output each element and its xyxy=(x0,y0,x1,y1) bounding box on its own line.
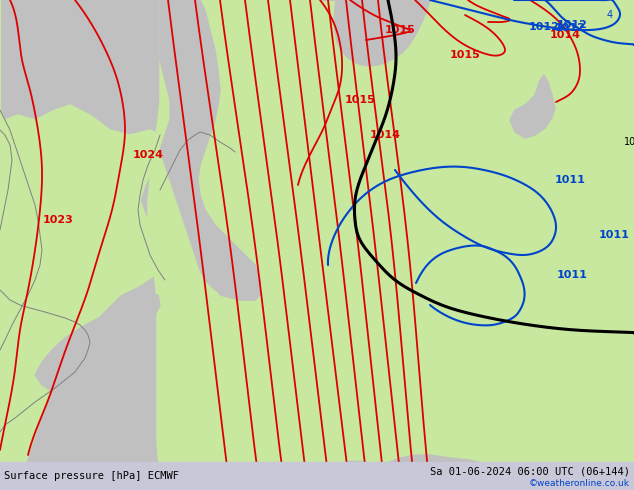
Text: 1012: 1012 xyxy=(557,20,588,30)
Polygon shape xyxy=(423,0,634,252)
Text: 1015: 1015 xyxy=(385,25,415,35)
Polygon shape xyxy=(148,0,634,490)
Polygon shape xyxy=(215,258,260,300)
Text: 1024: 1024 xyxy=(133,150,164,160)
Text: 1015: 1015 xyxy=(450,50,481,60)
Text: Sa 01-06-2024 06:00 UTC (06+144): Sa 01-06-2024 06:00 UTC (06+144) xyxy=(430,466,630,476)
Text: ©weatheronline.co.uk: ©weatheronline.co.uk xyxy=(529,479,630,488)
Text: 1011: 1011 xyxy=(555,175,585,185)
Text: 101−: 101− xyxy=(624,137,634,147)
Text: 1014: 1014 xyxy=(550,30,581,40)
Text: 1012: 1012 xyxy=(555,23,586,33)
Text: 4: 4 xyxy=(607,10,613,20)
Polygon shape xyxy=(35,295,160,390)
Polygon shape xyxy=(0,135,12,210)
Polygon shape xyxy=(510,75,555,138)
Text: 1011: 1011 xyxy=(598,230,630,240)
Bar xyxy=(0,462,634,490)
Polygon shape xyxy=(390,455,580,490)
Polygon shape xyxy=(558,0,634,162)
Polygon shape xyxy=(160,0,260,300)
Text: 1012: 1012 xyxy=(529,22,559,32)
Polygon shape xyxy=(0,105,170,490)
Polygon shape xyxy=(0,0,12,210)
Polygon shape xyxy=(500,0,634,332)
Text: 1023: 1023 xyxy=(42,215,74,225)
Text: Surface pressure [hPa] ECMWF: Surface pressure [hPa] ECMWF xyxy=(4,471,179,481)
Text: 1011: 1011 xyxy=(557,270,588,280)
Text: 1015: 1015 xyxy=(345,95,375,105)
Text: 1014: 1014 xyxy=(370,130,401,140)
Polygon shape xyxy=(320,0,430,66)
